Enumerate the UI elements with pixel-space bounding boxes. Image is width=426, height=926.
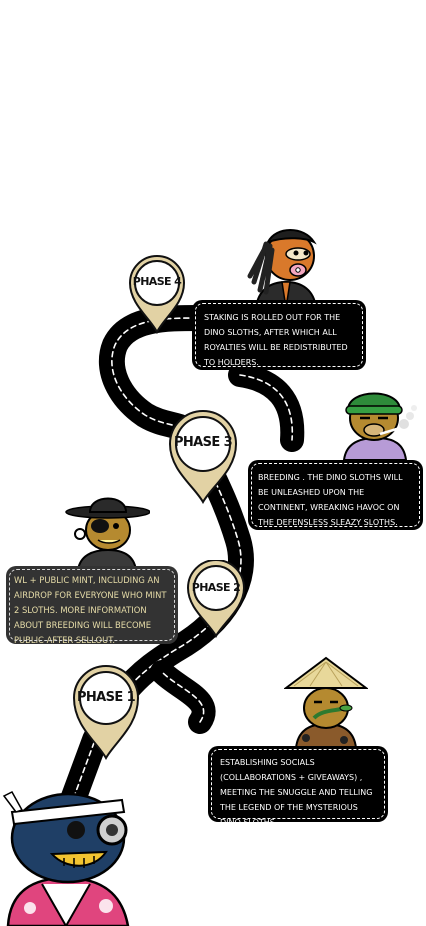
phase-3-description: BREEDING . THE DINO SLOTHS WILL BE UNLEA… bbox=[248, 460, 423, 530]
phase-1-label: PHASE 1 bbox=[76, 690, 136, 705]
phase-1-pin: PHASE 1 bbox=[72, 664, 140, 760]
phase-4-label: PHASE 4 bbox=[132, 275, 182, 288]
phase-3-label: PHASE 3 bbox=[173, 435, 233, 450]
sloth-green-beanie-character bbox=[342, 392, 417, 460]
sloth-cowboy-hat-character bbox=[65, 497, 150, 570]
phase-4-text: STAKING IS ROLLED OUT FOR THE DINO SLOTH… bbox=[204, 313, 348, 367]
phase-1-text: ESTABLISHING SOCIALS (COLLABORATIONS + G… bbox=[220, 758, 373, 827]
map-pin-icon bbox=[186, 560, 246, 638]
phase-4-pin: PHASE 4 bbox=[128, 254, 186, 334]
phase-1-description: ESTABLISHING SOCIALS (COLLABORATIONS + G… bbox=[208, 746, 388, 827]
phase-3-pin: PHASE 3 bbox=[168, 410, 238, 504]
phase-2-description: WL + PUBLIC MINT, INCLUDING AN AIRDROP F… bbox=[6, 566, 178, 645]
sloth-straw-hat-character bbox=[284, 656, 368, 748]
phase-3-text: BREEDING . THE DINO SLOTHS WILL BE UNLEA… bbox=[258, 473, 403, 527]
phase-2-pin: PHASE 2 bbox=[186, 560, 246, 638]
phase-2-label: PHASE 2 bbox=[191, 581, 241, 594]
sloth-dreadlocks-character bbox=[247, 229, 318, 308]
map-pin-icon bbox=[168, 410, 238, 504]
map-pin-icon bbox=[72, 665, 140, 760]
map-pin-icon bbox=[128, 255, 186, 334]
phase-4-description: STAKING IS ROLLED OUT FOR THE DINO SLOTH… bbox=[192, 300, 366, 370]
sloth-headband-character bbox=[2, 791, 130, 926]
phase-2-text: WL + PUBLIC MINT, INCLUDING AN AIRDROP F… bbox=[14, 575, 167, 645]
